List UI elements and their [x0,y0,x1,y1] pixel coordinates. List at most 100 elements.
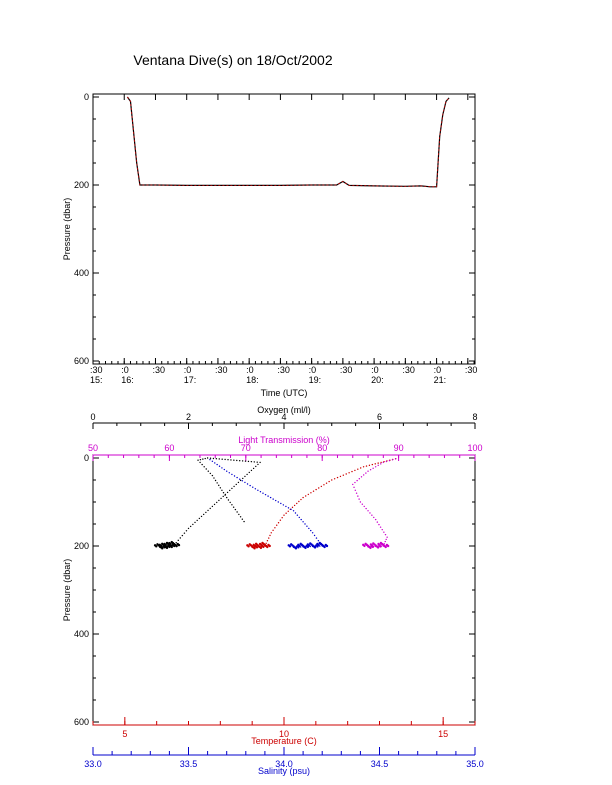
temperature-point [345,473,347,475]
salinity-tick-label: 34.5 [371,759,389,769]
salinity-bottom-point [294,547,298,550]
oxygen-point [257,463,259,466]
light_transmission-point [359,501,362,503]
oxygen-point [239,516,242,518]
oxygen-point [218,458,220,460]
chart-title: Ventana Dive(s) on 18/Oct/2002 [133,52,332,68]
temperature-point [359,467,362,469]
salinity-point [296,514,299,516]
salinity-point [292,510,295,512]
temperature-point [354,469,356,472]
temperature-point [380,461,382,464]
oxygen-point [250,460,253,463]
temperature-point [357,468,359,470]
light_transmission-point [384,540,386,543]
oxygen-point [227,499,230,501]
oxygen-point [201,463,203,466]
temperature-bottom-point [260,543,263,547]
oxygen-profile [153,457,261,550]
light-tick-label: 70 [241,443,251,453]
salinity-profile [209,458,329,550]
temperature-point [318,487,320,489]
light_transmission-point [385,538,387,541]
oxygen-point [244,460,247,462]
salinity-point [272,498,274,500]
oxygen-point [215,458,218,460]
light_transmission-bottom-point [384,545,387,549]
oxygen-bottom-point [164,543,167,547]
oxygen-bottom-point [165,546,169,550]
light_transmission-point [383,531,385,533]
oxygen-point [221,458,223,460]
oxygen-point [216,501,218,504]
temperature-point [333,478,336,480]
salinity-axis-label: Salinity (psu) [258,766,310,776]
oxygen-point [236,511,238,513]
oxygen-point [218,499,220,502]
temperature-point [298,500,300,503]
light_transmission-bottom-point [376,546,380,549]
x-tick-hour-label: 21: [434,375,447,385]
temperature-point [371,463,374,466]
oxygen-point [213,503,216,506]
salinity-bottom-point [304,546,307,550]
oxygen-point [196,519,198,522]
temperature-point [269,534,271,537]
light_transmission-point [374,466,377,468]
light_transmission-point [354,481,356,484]
light-tick-label: 60 [164,443,174,453]
light_transmission-point [367,510,369,512]
light_transmission-point [386,536,388,538]
profile-series [153,457,397,550]
oxygen-point [219,487,222,489]
x-tick-minute-label: :30 [465,365,478,375]
oxygen-point [199,461,201,464]
light_transmission-bottom-point [386,544,390,548]
profile-y-ticks: 0 200 400 600 [74,453,475,727]
oxygen-point [218,484,220,487]
oxygen-point [239,479,242,482]
temperature-point [268,537,270,539]
temperature-point [276,524,278,526]
y-tick-label: 400 [74,268,89,278]
x-tick-minute-label: :0 [309,365,317,375]
temperature-point [312,490,315,492]
salinity-point [244,481,246,484]
oxygen-point [224,458,226,461]
temperature-point [325,482,328,484]
salinity-bottom-point [317,543,320,547]
oxygen-point [244,475,246,478]
oxygen-point [181,534,184,537]
oxygen-point [233,459,235,461]
x-tick-minute-label: :0 [434,365,442,375]
oxygen-point [231,487,233,490]
temperature-point [377,462,379,464]
light_transmission-point [376,521,379,523]
x-tick-minute-label: :30 [215,365,228,375]
oxygen-point [204,457,206,460]
oxygen-point [209,472,212,475]
y-tick-label: 0 [84,453,89,463]
oxygen-point [234,508,237,511]
salinity-point [311,532,314,534]
temperature-tick-label: 5 [122,729,127,739]
salinity-point [218,465,221,467]
temperature-point [291,506,294,509]
salinity-point [306,525,308,527]
salinity-point [317,540,320,542]
salinity-point [267,495,269,497]
salinity-point [254,488,257,490]
temperature-bottom-point [266,545,269,549]
salinity-point [223,468,226,471]
time-series-x-label: Time (UTC) [261,388,308,398]
light_transmission-point [352,483,354,486]
salinity-point [214,462,216,464]
salinity-point [315,537,318,539]
oxygen-bottom-point [169,542,172,546]
light_transmission-point [369,512,371,514]
temperature-point [328,480,330,483]
salinity-point [231,473,233,476]
temperature-point [362,466,365,468]
x-tick-hour-label: 15: [90,375,103,385]
